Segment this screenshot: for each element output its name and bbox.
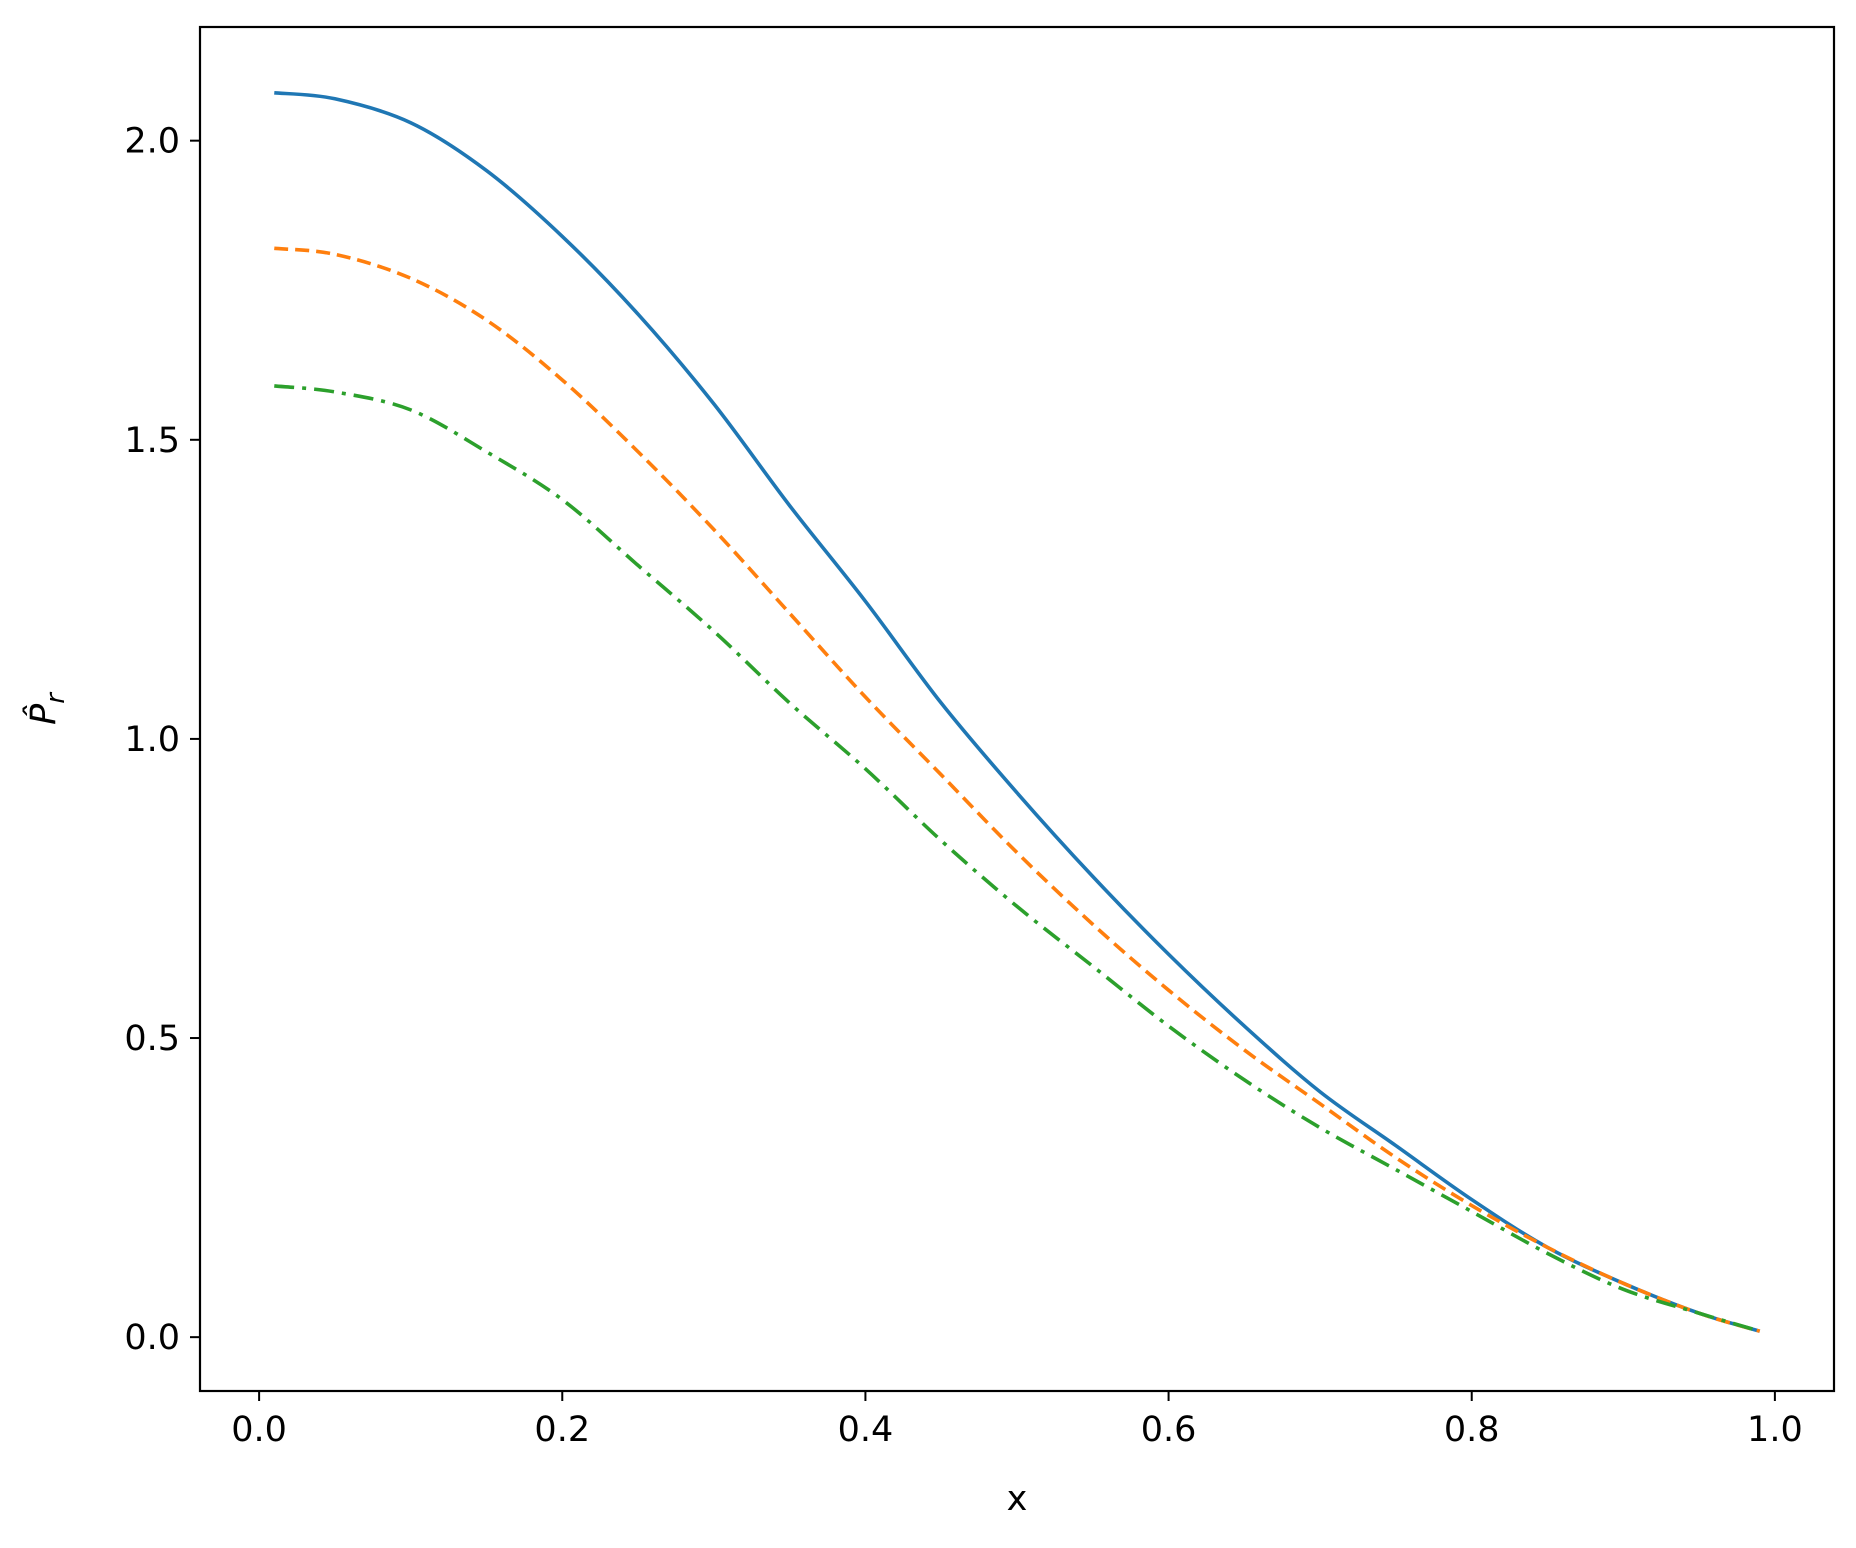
y-tick-label: 1.0: [124, 720, 180, 760]
series-line-3: [274, 384, 1761, 1333]
y-axis-label-main: P̂: [22, 703, 64, 725]
x-axis: 0.0 0.2 0.4 0.6 0.8 1.0: [231, 1391, 1803, 1450]
y-tick-label: 1.5: [124, 421, 180, 461]
series-layer: [274, 91, 1761, 1333]
x-tick-label: 0.4: [838, 1410, 894, 1450]
x-tick-label: 1.0: [1747, 1410, 1803, 1450]
x-tick-label: 0.6: [1141, 1410, 1197, 1450]
y-tick-label: 0.5: [124, 1019, 180, 1059]
plot-area: [198, 25, 1836, 1393]
series-line-2: [274, 246, 1761, 1333]
x-tick-label: 0.2: [534, 1410, 590, 1450]
series-line-1: [274, 91, 1761, 1333]
y-axis-label-subscript: r: [41, 691, 71, 704]
x-tick-label: 0.0: [231, 1410, 287, 1450]
x-tick-label: 0.8: [1444, 1410, 1500, 1450]
y-tick-label: 2.0: [124, 122, 180, 162]
y-axis: 0.0 0.5 1.0 1.5 2.0: [124, 122, 200, 1358]
y-tick-label: 0.0: [124, 1318, 180, 1358]
y-axis-label: P̂r: [22, 691, 71, 725]
x-axis-label: x: [1007, 1479, 1028, 1519]
